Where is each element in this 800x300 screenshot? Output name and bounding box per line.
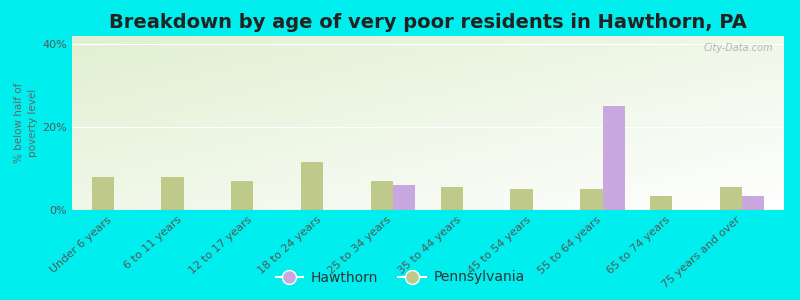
Bar bbox=[91, 177, 114, 210]
Bar bbox=[301, 162, 323, 210]
Bar bbox=[580, 189, 602, 210]
Bar bbox=[720, 187, 742, 210]
Legend: Hawthorn, Pennsylvania: Hawthorn, Pennsylvania bbox=[270, 265, 530, 290]
Y-axis label: % below half of
poverty level: % below half of poverty level bbox=[14, 83, 38, 163]
Bar bbox=[441, 187, 463, 210]
Bar bbox=[231, 181, 254, 210]
Bar bbox=[162, 177, 184, 210]
Bar bbox=[742, 196, 765, 210]
Bar bbox=[510, 189, 533, 210]
Bar bbox=[602, 106, 625, 210]
Bar bbox=[370, 181, 393, 210]
Title: Breakdown by age of very poor residents in Hawthorn, PA: Breakdown by age of very poor residents … bbox=[109, 13, 747, 32]
Bar bbox=[393, 185, 415, 210]
Bar bbox=[650, 196, 672, 210]
Text: City-Data.com: City-Data.com bbox=[704, 43, 774, 53]
